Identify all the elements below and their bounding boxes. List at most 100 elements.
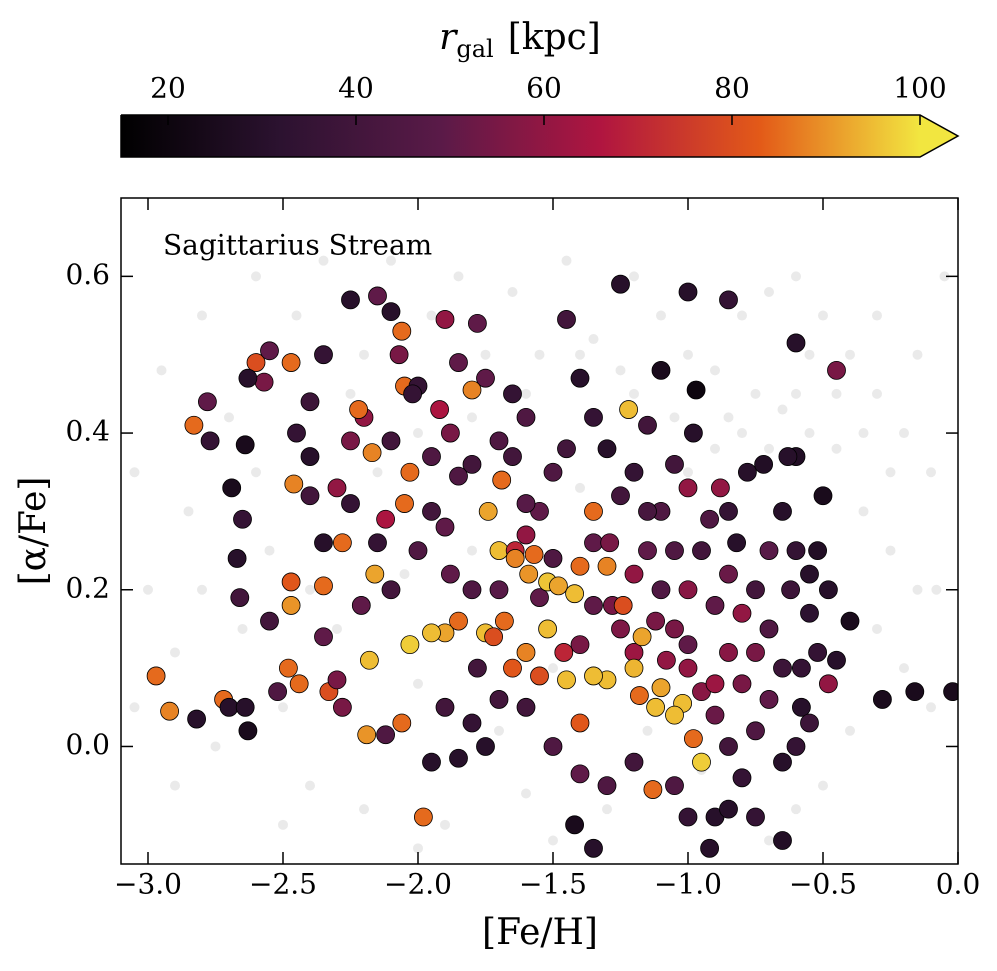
background-point <box>413 678 423 689</box>
star-point <box>759 690 779 709</box>
star-point <box>351 596 371 615</box>
star-point <box>746 721 765 741</box>
star-point <box>219 697 239 717</box>
star-point <box>400 462 420 482</box>
star-point <box>524 545 544 564</box>
star-point <box>287 423 306 443</box>
star-point <box>678 658 698 678</box>
background-point <box>669 412 680 423</box>
star-point <box>233 509 252 529</box>
x-tick-label: −0.5 <box>789 868 857 901</box>
star-point <box>778 447 798 466</box>
star-point <box>341 290 360 310</box>
star-point <box>489 431 509 451</box>
star-point <box>754 454 773 474</box>
star-point <box>632 627 652 647</box>
star-point <box>819 580 838 600</box>
star-point <box>376 509 396 529</box>
star-point <box>800 564 819 584</box>
star-point <box>808 643 827 662</box>
plot-area <box>129 255 958 858</box>
star-point <box>813 486 833 506</box>
star-point <box>300 392 320 412</box>
star-point <box>146 666 166 686</box>
star-point <box>449 353 468 372</box>
star-point <box>705 674 725 694</box>
star-point <box>773 831 792 850</box>
star-point <box>692 541 711 560</box>
star-point <box>422 752 441 772</box>
star-point <box>624 564 644 584</box>
star-point <box>449 611 468 631</box>
star-point <box>341 494 360 513</box>
star-point <box>467 313 487 333</box>
background-point <box>831 388 842 399</box>
colorbar-tick-label: 40 <box>338 72 374 105</box>
background-point <box>467 545 477 556</box>
star-point <box>260 611 279 631</box>
background-point <box>602 804 612 815</box>
star-point <box>557 670 576 690</box>
background-point <box>777 404 788 415</box>
star-point <box>665 541 684 560</box>
x-tick-label: 0.0 <box>936 868 981 901</box>
star-point <box>187 709 207 729</box>
star-point <box>476 368 495 388</box>
star-point <box>327 478 347 498</box>
x-axis-label: [Fe/H] <box>482 912 598 953</box>
star-point <box>554 643 574 662</box>
star-point <box>638 415 657 435</box>
background-point <box>156 365 167 376</box>
star-point <box>381 431 401 451</box>
star-point <box>781 580 800 600</box>
plot-frame <box>120 197 959 865</box>
x-tick-label: −2.0 <box>384 868 452 901</box>
star-point <box>619 400 638 419</box>
background-point <box>278 819 288 830</box>
background-point <box>575 349 585 360</box>
background-point <box>143 584 153 595</box>
star-point <box>570 556 590 576</box>
colorbar-label-var: r <box>439 17 458 58</box>
star-point <box>408 541 428 560</box>
star-point <box>440 564 460 584</box>
star-point <box>727 533 746 553</box>
star-point <box>314 533 333 553</box>
star-point <box>462 454 482 474</box>
background-point <box>305 780 315 791</box>
background-point <box>426 310 437 321</box>
star-point <box>565 584 584 604</box>
star-point <box>440 423 460 443</box>
star-point <box>300 447 320 466</box>
star-point <box>624 462 644 482</box>
star-point <box>368 286 387 306</box>
background-point <box>818 780 828 791</box>
background-point <box>170 780 180 791</box>
background-point <box>521 788 531 799</box>
background-point <box>737 310 747 321</box>
star-point <box>422 447 441 466</box>
background-point <box>818 310 828 321</box>
background-point <box>656 310 666 321</box>
colorbar-outline <box>120 114 960 158</box>
star-point <box>719 737 738 756</box>
background-point <box>507 287 518 298</box>
background-point <box>251 271 261 282</box>
star-point <box>543 462 563 482</box>
star-point <box>284 474 304 494</box>
background-point <box>845 349 855 360</box>
background-point <box>372 467 383 478</box>
star-point <box>349 400 369 419</box>
star-point <box>538 619 557 639</box>
star-point <box>516 494 536 513</box>
star-point <box>746 580 765 600</box>
star-point <box>686 380 706 400</box>
star-point <box>197 392 217 412</box>
star-point <box>503 658 522 678</box>
star-point <box>692 752 711 772</box>
star-point <box>746 807 765 827</box>
star-point <box>430 400 450 419</box>
background-point <box>291 310 302 321</box>
star-point <box>300 486 320 506</box>
